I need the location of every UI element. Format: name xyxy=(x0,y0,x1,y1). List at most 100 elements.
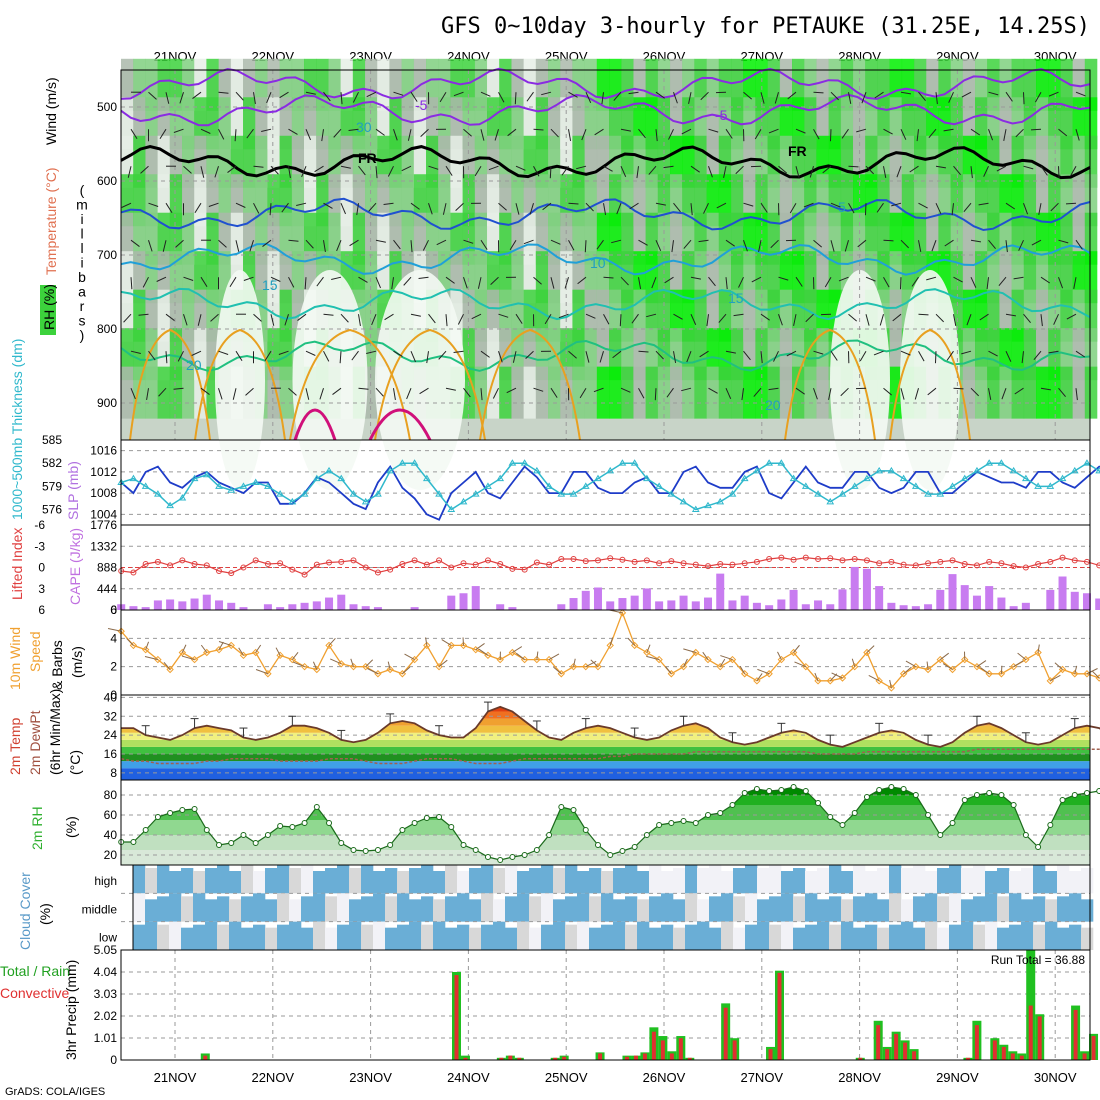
wind-barb xyxy=(1005,240,1008,253)
cloud-cell xyxy=(757,899,770,922)
wind-barb xyxy=(911,276,919,287)
wind-barb xyxy=(859,350,867,362)
wind-barb xyxy=(848,92,852,104)
slp-label: SLP (mb) xyxy=(65,461,81,520)
wind-barb xyxy=(480,350,490,358)
rh-band xyxy=(121,805,1090,820)
wind-barb xyxy=(340,165,351,169)
thickness-point xyxy=(618,459,627,466)
wind-barb xyxy=(568,91,578,98)
cloud-cell xyxy=(385,896,398,922)
wind-barb xyxy=(393,388,396,401)
wind-barb xyxy=(648,165,657,175)
cloud-cell xyxy=(925,921,938,950)
cape-bar xyxy=(166,599,175,610)
cloud-cell xyxy=(145,899,158,922)
precip-conv-label: Convective xyxy=(0,985,69,1001)
li-tick: 0 xyxy=(38,561,45,575)
cloud-cell xyxy=(937,868,950,894)
cloud-cell xyxy=(805,924,818,950)
wind-barb xyxy=(284,314,289,326)
cape-bar xyxy=(288,604,297,610)
li-point xyxy=(252,557,259,564)
cloud-cell xyxy=(697,921,710,950)
rh-label: RH (%) xyxy=(41,284,57,330)
wind-barb xyxy=(314,165,324,173)
cloud-cell xyxy=(865,871,878,894)
rh-cell xyxy=(999,366,1012,419)
precip-tick: 0 xyxy=(110,1053,117,1067)
wind-barb xyxy=(541,91,552,96)
wind-speed-point xyxy=(313,665,321,674)
wind-barb xyxy=(830,350,838,361)
cloud-cell xyxy=(457,924,470,950)
pressure-tick: 800 xyxy=(97,322,117,336)
cloud-cell xyxy=(1021,868,1034,894)
precip-conv-bar xyxy=(1001,1046,1006,1060)
li-point xyxy=(497,560,504,567)
cloud-cell xyxy=(1069,871,1082,894)
wind-barb xyxy=(173,128,184,133)
cloud-cell xyxy=(769,896,782,922)
li-point xyxy=(374,569,381,576)
wind-barb xyxy=(751,276,762,283)
wind-barb xyxy=(636,166,639,179)
wind-barb xyxy=(246,128,254,139)
wind-barb xyxy=(1075,388,1078,401)
wind-barb xyxy=(876,202,884,213)
wind-barb xyxy=(671,240,674,253)
surface-wind-barb xyxy=(553,666,562,675)
cape-bar xyxy=(337,594,346,610)
cloud-cell xyxy=(361,924,374,950)
warm-contour xyxy=(129,328,211,441)
cape-bar xyxy=(691,601,700,610)
li-point xyxy=(313,561,320,568)
wind-barb xyxy=(970,239,981,243)
slp-tick: 1012 xyxy=(90,465,117,479)
wind-barb xyxy=(498,202,507,211)
wind-speed-point xyxy=(239,651,248,660)
precip-conv-bar xyxy=(660,1040,665,1060)
wind-barb xyxy=(931,240,937,252)
wind-barb xyxy=(651,277,657,289)
temp-tick: 24 xyxy=(104,728,118,742)
warm-contour xyxy=(479,328,581,441)
li-point xyxy=(338,558,345,565)
pressure-axis-letter: a xyxy=(78,284,86,300)
wind-barb xyxy=(558,313,569,319)
pressure-axis-letter: i xyxy=(80,255,83,271)
cloud-cell xyxy=(409,899,422,922)
cloud-cell xyxy=(541,865,554,894)
wind-barb xyxy=(638,350,649,353)
cape-bar xyxy=(263,604,272,610)
wind-barb xyxy=(585,91,592,103)
dry-plume xyxy=(375,270,465,490)
wind-barb xyxy=(332,387,342,395)
rh-point xyxy=(228,840,235,846)
rh-point xyxy=(313,804,320,810)
wind-barb xyxy=(156,276,167,282)
wind-speed-point xyxy=(325,641,333,650)
lifted-index-label: Lifted Index xyxy=(9,528,25,600)
rh-point xyxy=(1022,832,1029,838)
wind-speed-point xyxy=(496,655,504,664)
thickness-point xyxy=(300,490,309,497)
cloud-cell xyxy=(781,893,794,922)
dry-plume xyxy=(215,270,265,490)
cloud-cell xyxy=(469,868,482,894)
wind-barb xyxy=(883,239,894,242)
li-point xyxy=(656,560,663,567)
wind-speed-point xyxy=(851,662,859,671)
wind-barb xyxy=(611,239,622,244)
cloud-cell xyxy=(913,927,926,950)
surface-wind-barb xyxy=(515,652,525,660)
wind-barb xyxy=(305,129,312,141)
cloud-cell xyxy=(1045,899,1058,922)
li-point xyxy=(362,564,369,571)
li-point xyxy=(1059,554,1066,561)
pressure-tick: 500 xyxy=(97,100,117,114)
rh-point xyxy=(766,788,773,794)
cloud-cell xyxy=(901,868,914,894)
wind-speed-point xyxy=(1058,665,1067,674)
wind-barb xyxy=(197,314,202,326)
